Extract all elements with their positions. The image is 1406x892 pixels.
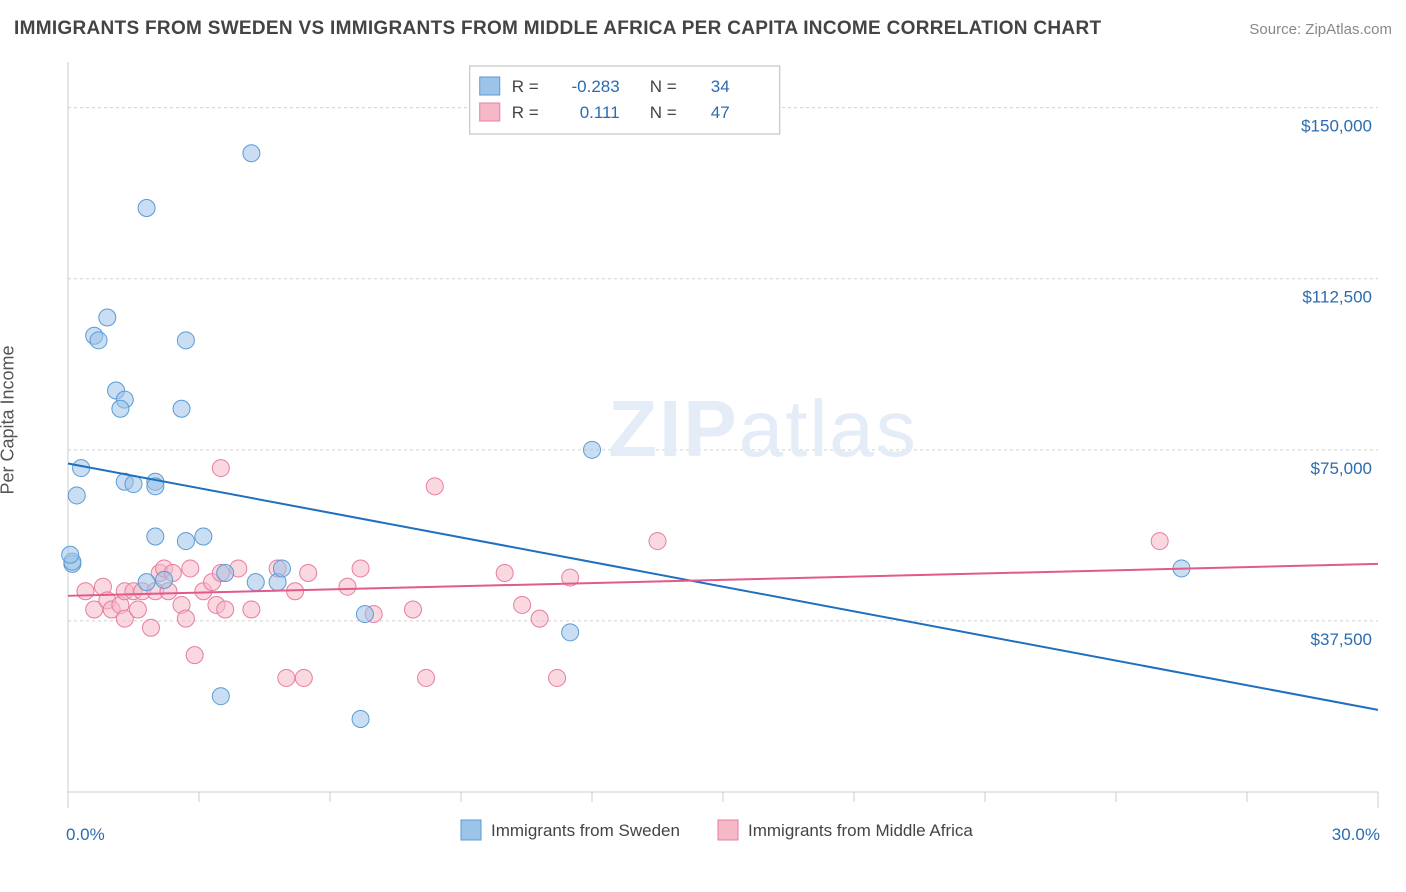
r-label: R = bbox=[512, 77, 539, 96]
middle_africa-point bbox=[295, 669, 312, 686]
svg-text:$150,000: $150,000 bbox=[1301, 117, 1372, 136]
middle_africa-point bbox=[177, 610, 194, 627]
sweden-point bbox=[195, 528, 212, 545]
source-name: ZipAtlas.com bbox=[1305, 21, 1392, 38]
sweden-point bbox=[352, 711, 369, 728]
middle_africa-point bbox=[212, 460, 229, 477]
sweden-point bbox=[273, 560, 290, 577]
r-value: 0.111 bbox=[580, 103, 620, 122]
middle_africa-point bbox=[404, 601, 421, 618]
sweden-point bbox=[177, 533, 194, 550]
middle_africa-point bbox=[496, 565, 513, 582]
middle_africa-point bbox=[186, 647, 203, 664]
sweden-point bbox=[138, 574, 155, 591]
sweden-point bbox=[562, 624, 579, 641]
sweden-point bbox=[62, 546, 79, 563]
n-value: 47 bbox=[711, 103, 730, 122]
sweden-point bbox=[243, 145, 260, 162]
middle_africa-point bbox=[77, 583, 94, 600]
sweden-point bbox=[90, 332, 107, 349]
sweden-point bbox=[99, 309, 116, 326]
svg-text:$37,500: $37,500 bbox=[1311, 630, 1372, 649]
r-value: -0.283 bbox=[572, 77, 620, 96]
y-axis-label: Per Capita Income bbox=[0, 345, 19, 494]
sweden-point bbox=[584, 441, 601, 458]
middle_africa-point bbox=[426, 478, 443, 495]
legend-swatch bbox=[480, 103, 500, 121]
sweden-point bbox=[212, 688, 229, 705]
svg-text:30.0%: 30.0% bbox=[1332, 825, 1380, 844]
middle_africa-point bbox=[649, 533, 666, 550]
series-swatch bbox=[461, 820, 481, 840]
sweden-point bbox=[112, 400, 129, 417]
chart-title: IMMIGRANTS FROM SWEDEN VS IMMIGRANTS FRO… bbox=[14, 18, 1101, 40]
middle_africa-point bbox=[278, 669, 295, 686]
n-label: N = bbox=[650, 77, 677, 96]
middle_africa-point bbox=[531, 610, 548, 627]
series-label: Immigrants from Sweden bbox=[491, 821, 680, 840]
chart-area: $37,500 $75,000 $112,500 $150,000 ZIPatlas 0.… bbox=[48, 52, 1392, 832]
sweden-point bbox=[138, 200, 155, 217]
sweden-point bbox=[177, 332, 194, 349]
middle_africa-point bbox=[182, 560, 199, 577]
middle_africa-point bbox=[418, 669, 435, 686]
middle_africa-point bbox=[129, 601, 146, 618]
middle_africa-point bbox=[339, 578, 356, 595]
middle_africa-point bbox=[300, 565, 317, 582]
sweden-point bbox=[356, 606, 373, 623]
series-label: Immigrants from Middle Africa bbox=[748, 821, 973, 840]
middle_africa-point bbox=[217, 601, 234, 618]
middle_africa-point bbox=[549, 669, 566, 686]
legend-swatch bbox=[480, 77, 500, 95]
n-label: N = bbox=[650, 103, 677, 122]
source-credit: Source: ZipAtlas.com bbox=[1249, 21, 1392, 38]
sweden-point bbox=[125, 476, 142, 493]
middle_africa-point bbox=[352, 560, 369, 577]
svg-text:$75,000: $75,000 bbox=[1311, 459, 1372, 478]
sweden-point bbox=[156, 571, 173, 588]
sweden-point bbox=[217, 565, 234, 582]
sweden-point bbox=[147, 528, 164, 545]
r-label: R = bbox=[512, 103, 539, 122]
middle_africa-point bbox=[142, 619, 159, 636]
svg-text:ZIPatlas: ZIPatlas bbox=[608, 384, 917, 473]
svg-text:$112,500: $112,500 bbox=[1302, 288, 1372, 307]
n-value: 34 bbox=[711, 77, 730, 96]
middle_africa-point bbox=[243, 601, 260, 618]
sweden-trend-line bbox=[68, 464, 1378, 710]
series-swatch bbox=[718, 820, 738, 840]
sweden-point bbox=[247, 574, 264, 591]
scatter-chart: $37,500 $75,000 $112,500 $150,000 ZIPatlas 0.… bbox=[48, 52, 1392, 882]
middle_africa-point bbox=[1151, 533, 1168, 550]
sweden-point bbox=[173, 400, 190, 417]
middle_africa-trend-line bbox=[68, 564, 1378, 596]
middle_africa-point bbox=[514, 596, 531, 613]
svg-text:0.0%: 0.0% bbox=[66, 825, 105, 844]
sweden-point bbox=[68, 487, 85, 504]
source-prefix: Source: bbox=[1249, 21, 1305, 38]
